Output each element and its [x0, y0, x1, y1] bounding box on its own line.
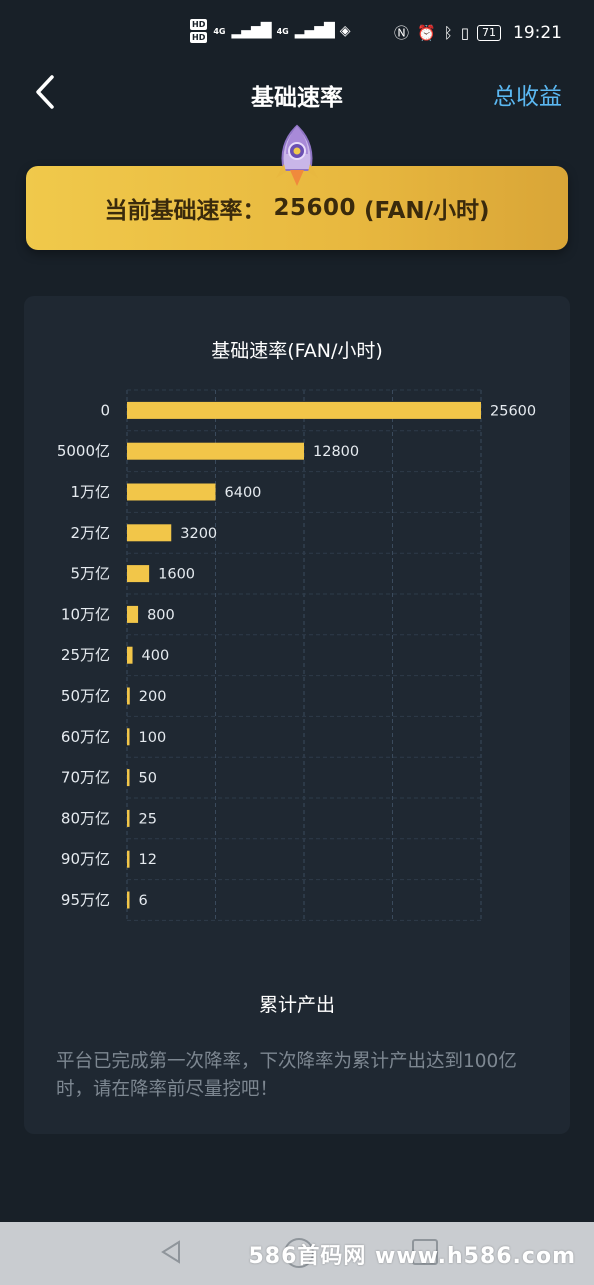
bluetooth-icon: ᛒ — [443, 23, 453, 42]
alarm-icon: ⏰ — [417, 23, 436, 42]
category-tick-label: 95万亿 — [61, 891, 110, 909]
system-nav-bar: 586首码网 www.h586.com — [0, 1222, 594, 1285]
bar — [127, 646, 133, 664]
wifi-icon: ◈ — [339, 23, 351, 39]
category-tick-label: 50万亿 — [61, 687, 110, 705]
bar — [127, 891, 130, 909]
nav-back-icon[interactable] — [160, 1240, 182, 1264]
total-earnings-link[interactable]: 总收益 — [493, 84, 562, 110]
bar — [127, 850, 130, 868]
current-rate-label: 当前基础速率： — [104, 198, 266, 224]
battery-icon: 71 — [477, 24, 501, 41]
category-tick-label: 5000亿 — [57, 442, 110, 460]
category-tick-label: 70万亿 — [61, 769, 110, 787]
bar — [127, 605, 139, 623]
signal-icon: ▂▄▆█ — [231, 23, 271, 39]
net-label-1: 4G — [213, 26, 226, 36]
nfc-icon: Ⓝ — [394, 24, 410, 42]
bar-value-label: 25600 — [490, 403, 536, 419]
bar-value-label: 3200 — [180, 526, 217, 542]
status-bar: HD HD 4G ▂▄▆█ 4G ▂▄▆█ ◈ Ⓝ ⏰ ᛒ ▯ 71 19:21 — [0, 0, 594, 64]
bar — [127, 442, 304, 460]
category-tick-label: 1万亿 — [70, 483, 110, 501]
bar-value-label: 6400 — [225, 485, 262, 501]
hd-label-2: HD — [190, 32, 208, 43]
current-rate-unit: (FAN/小时) — [363, 198, 490, 224]
category-tick-label: 5万亿 — [70, 565, 110, 583]
bar-value-label: 200 — [139, 689, 167, 705]
rate-chart-card: 基础速率(FAN/小时) 0 25600 5000亿 12800 1万亿 6400 2万亿 3… — [24, 296, 570, 1134]
bar-value-label: 25 — [139, 811, 157, 827]
page-title: 基础速率 — [251, 85, 343, 111]
status-right: Ⓝ ⏰ ᛒ ▯ 71 19:21 — [394, 22, 562, 43]
rocket-icon — [276, 124, 318, 186]
category-tick-label: 80万亿 — [61, 809, 110, 827]
category-tick-label: 2万亿 — [70, 524, 110, 542]
bar-value-label: 1600 — [158, 567, 195, 583]
watermark: 586首码网 www.h586.com — [248, 1244, 576, 1269]
bar — [127, 728, 130, 746]
hd-icon: HD HD — [190, 18, 208, 44]
bar-value-label: 800 — [147, 607, 175, 623]
chart-title: 基础速率(FAN/小时) — [211, 340, 383, 362]
bar — [127, 483, 216, 501]
bar-value-label: 6 — [139, 893, 148, 909]
bar — [127, 524, 172, 542]
section-description: 平台已完成第一次降率，下次降率为累计产出达到100亿时，请在降率前尽量挖吧！ — [56, 1051, 517, 1100]
bar-value-label: 50 — [139, 771, 157, 787]
chevron-left-icon[interactable] — [32, 74, 60, 110]
hd-label-1: HD — [190, 19, 208, 30]
category-tick-label: 60万亿 — [61, 728, 110, 746]
bar-value-label: 12800 — [313, 444, 359, 460]
bar-value-label: 12 — [139, 852, 157, 868]
bar — [127, 565, 150, 583]
bar — [127, 687, 130, 705]
category-tick-label: 0 — [100, 401, 110, 419]
nav-bar: 基础速率 总收益 — [0, 64, 594, 120]
net-label-2: 4G — [276, 26, 289, 36]
bar-value-label: 400 — [142, 648, 170, 664]
status-left: HD HD 4G ▂▄▆█ 4G ▂▄▆█ ◈ — [190, 18, 351, 44]
current-rate-value: 25600 — [273, 195, 356, 221]
chart-grid — [126, 389, 482, 921]
current-rate-banner: 当前基础速率： 25600 (FAN/小时) — [26, 166, 568, 250]
category-tick-label: 10万亿 — [61, 605, 110, 623]
signal-icon-2: ▂▄▆█ — [294, 23, 335, 39]
category-tick-label: 90万亿 — [61, 850, 110, 868]
section-title: 累计产出 — [258, 994, 335, 1016]
category-tick-label: 25万亿 — [61, 646, 110, 664]
nav-home-icon[interactable] — [284, 1238, 314, 1268]
bar — [127, 401, 481, 419]
bar — [127, 769, 130, 787]
vibrate-icon: ▯ — [460, 23, 469, 42]
nav-recent-icon[interactable] — [412, 1239, 438, 1265]
bar-value-label: 100 — [139, 730, 167, 746]
clock: 19:21 — [513, 22, 562, 43]
bar — [127, 809, 130, 827]
